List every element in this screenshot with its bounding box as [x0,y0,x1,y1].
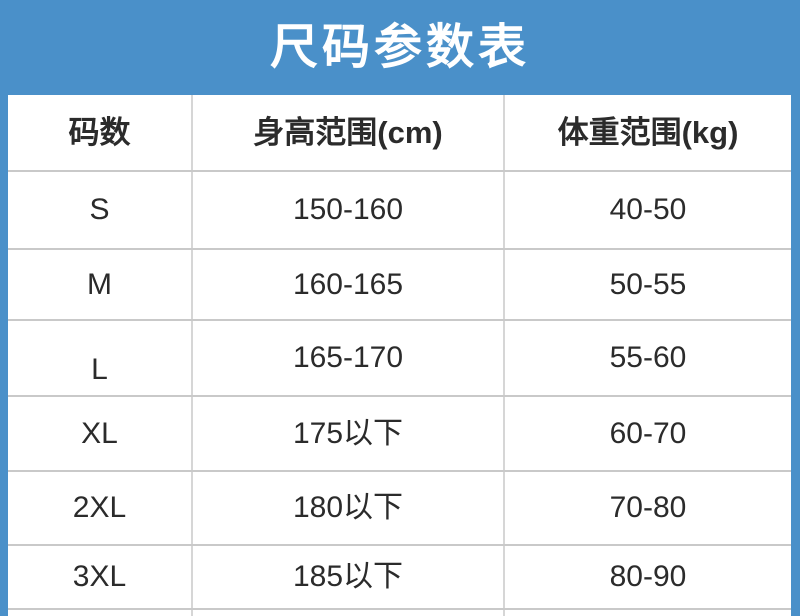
size-cell [8,610,193,616]
height-cell: 185以下 [193,546,505,608]
height-cell [193,610,505,616]
height-cell: 160-165 [193,250,505,319]
weight-cell: 50-55 [609,267,687,301]
size-cell: 3XL [8,546,193,608]
table-row: M 160-165 50-55 [8,250,791,321]
weight-cell: 70-80 [609,491,687,524]
height-cell: 180以下 [193,472,505,544]
weight-cell: 80-90 [609,560,687,593]
table-header-row: 码数 身高范围(cm) 体重范围(kg) [8,95,791,172]
table-row-clipped [8,610,791,616]
weight-cell [505,610,791,616]
table-row: 3XL 185以下 80-90 [8,546,791,610]
table-row: L 165-170 55-60 [8,321,791,397]
size-cell: M [8,250,193,319]
size-cell: S [8,172,193,248]
header-height-range: 身高范围(cm) [193,95,505,170]
title-banner: 尺码参数表 [0,0,800,95]
size-cell: XL [8,397,193,470]
table-row: S 150-160 40-50 [8,172,791,250]
height-cell: 150-160 [193,172,505,248]
page-title: 尺码参数表 [269,20,530,74]
header-size: 码数 [8,95,193,170]
weight-cell: 40-50 [609,193,687,226]
weight-cell: 55-60 [609,341,687,374]
height-cell: 175以下 [193,397,505,470]
height-cell: 165-170 [193,321,505,395]
table-row: 2XL 180以下 70-80 [8,472,791,546]
table-row: XL 175以下 60-70 [8,397,791,472]
size-cell: 2XL [8,472,193,544]
header-weight-range: 体重范围(kg) [557,115,739,150]
weight-cell: 60-70 [609,416,687,450]
size-cell: L [8,321,193,395]
size-chart-table: 码数 身高范围(cm) 体重范围(kg) S 150-160 40-50 M 1… [8,95,791,616]
